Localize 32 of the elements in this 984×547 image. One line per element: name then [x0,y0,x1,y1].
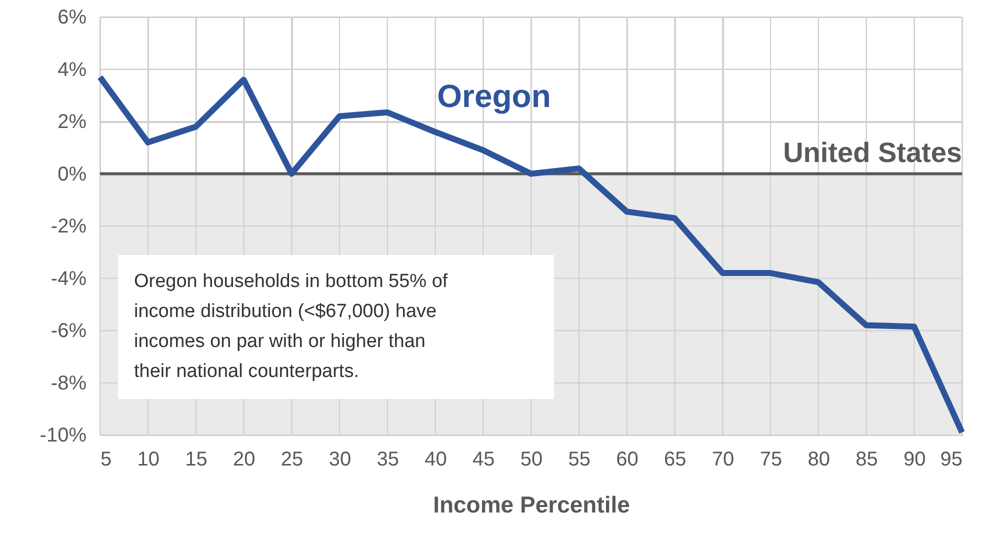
y-tick-label: -4% [50,268,87,290]
ref-line-label: United States [783,136,962,168]
x-tick-label: 60 [616,448,638,470]
x-tick-label: 75 [760,448,782,470]
y-tick-label: -6% [50,320,87,342]
x-tick-label: 25 [280,448,304,470]
y-tick-label: 0% [58,163,87,186]
x-tick-label: 40 [424,448,447,470]
x-tick-label: 20 [233,448,256,470]
x-tick-label: 80 [808,448,830,470]
x-axis-title: Income Percentile [433,492,630,518]
x-tick-label: 30 [328,448,352,470]
x-tick-label: 35 [376,448,399,470]
y-tick-label: -10% [40,424,87,446]
x-tick-label: 95 [940,448,962,470]
x-tick-label: 15 [185,448,208,470]
x-tick-label: 55 [568,448,591,470]
note-box: Oregon households in bottom 55% of income distribution (<$67,000) have incomes on par with or higher than their national counterparts. [118,255,554,399]
y-tick-label: 2% [58,111,87,133]
y-tick-label: -8% [50,372,87,394]
y-tick-label: -2% [50,216,87,238]
x-tick-label: 90 [903,448,926,470]
y-tick-label: 4% [58,58,87,81]
x-tick-label: 70 [712,448,734,470]
x-tick-label: 5 [100,448,112,470]
x-tick-label: 10 [137,448,160,470]
y-tick-label: 6% [58,6,87,28]
x-tick-label: 85 [856,448,878,470]
x-tick-label: 45 [472,448,495,470]
series-label: Oregon [437,78,551,114]
x-tick-label: 65 [664,448,686,470]
x-tick-label: 50 [520,448,543,470]
